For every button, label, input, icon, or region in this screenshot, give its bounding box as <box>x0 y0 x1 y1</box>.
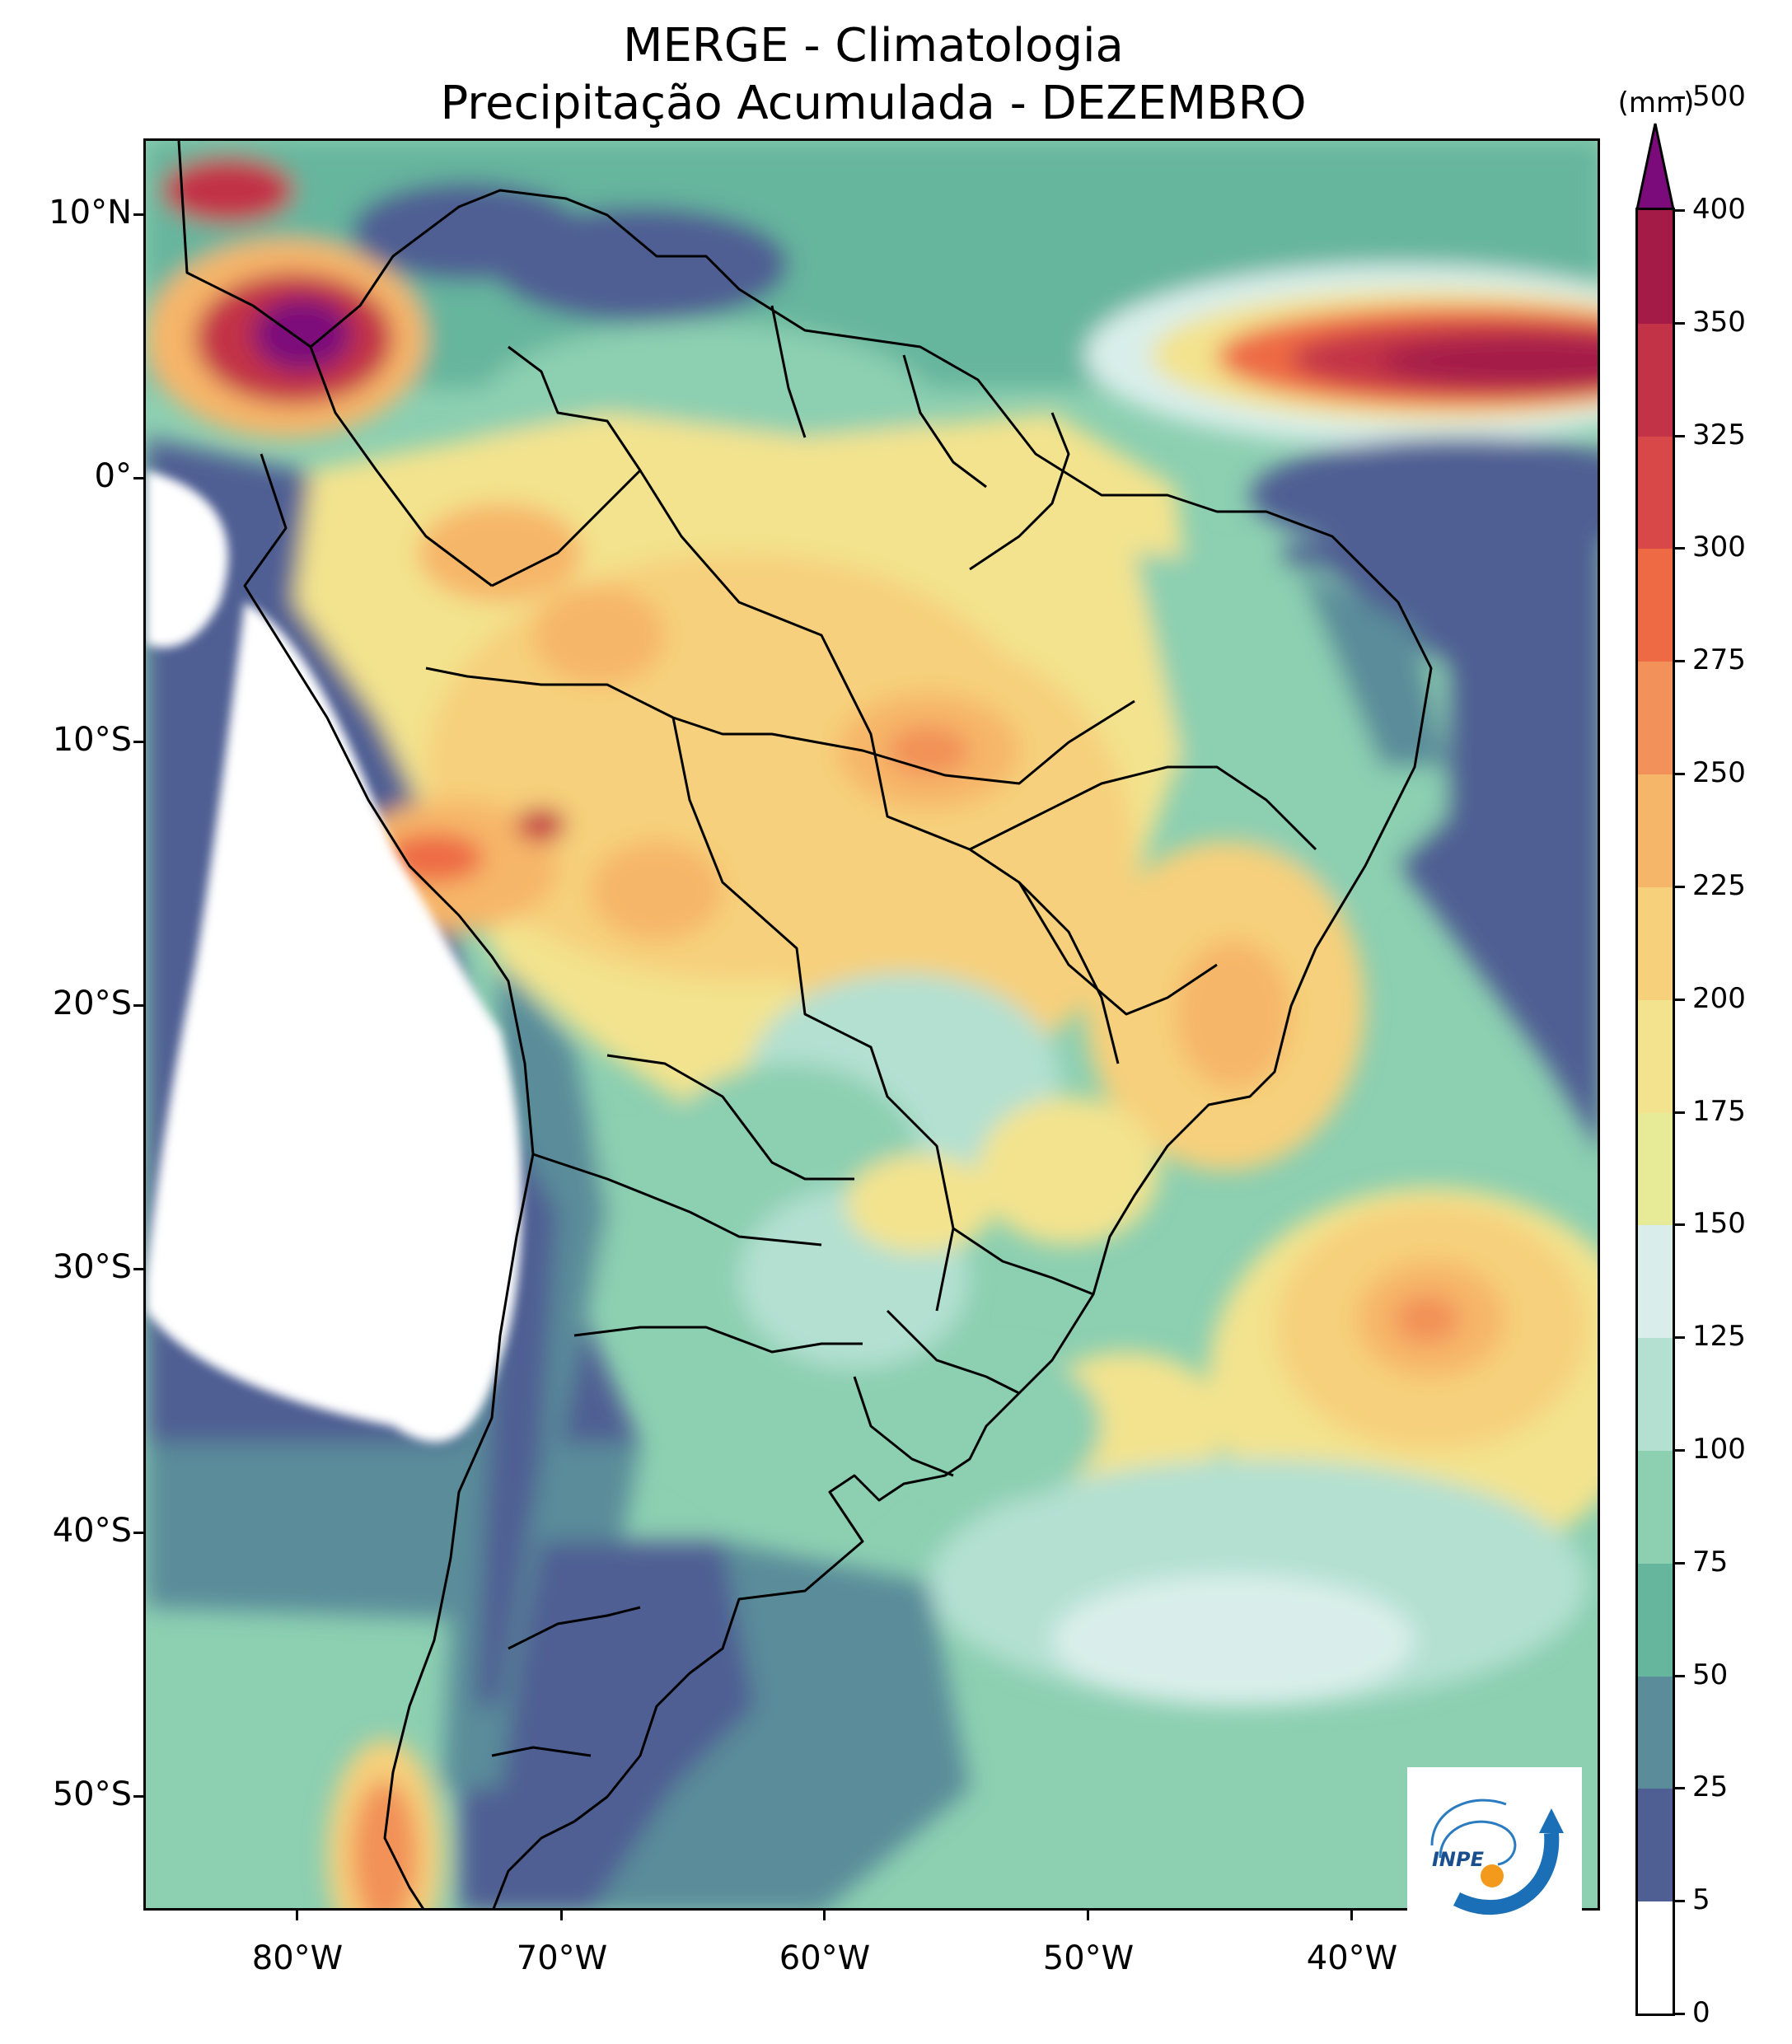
colorbar-tick <box>1675 321 1685 325</box>
lat-tick <box>133 1795 143 1798</box>
colorbar-segment <box>1638 435 1673 550</box>
lat-label-10s: 10°S <box>52 721 132 759</box>
chart-title-line1: MERGE - Climatologia <box>623 19 1124 72</box>
colorbar-segment <box>1638 1901 1673 2014</box>
colorbar-segment <box>1638 210 1673 324</box>
colorbar-segment <box>1638 548 1673 662</box>
colorbar-segment <box>1638 1224 1673 1339</box>
colorbar-tick <box>1675 434 1685 437</box>
colorbar-segment <box>1638 886 1673 1000</box>
colorbar-tick-label: 150 <box>1692 1207 1746 1241</box>
colorbar <box>1635 208 1675 2016</box>
lat-label-50s: 50°S <box>52 1775 132 1813</box>
colorbar-tick-label: 5 <box>1692 1883 1710 1917</box>
lon-label-60w: 60°W <box>779 1939 871 1977</box>
colorbar-segment <box>1638 661 1673 775</box>
lat-tick <box>133 741 143 743</box>
colorbar-tick-label: 500 <box>1692 80 1746 114</box>
colorbar-segment <box>1638 322 1673 437</box>
colorbar-tick <box>1675 1900 1685 1903</box>
colorbar-tick <box>1675 1111 1685 1114</box>
lat-label-10n: 10°N <box>49 194 132 232</box>
lon-tick <box>823 1911 826 1920</box>
colorbar-tick-label: 75 <box>1692 1545 1729 1579</box>
lon-label-40w: 40°W <box>1306 1939 1398 1977</box>
colorbar-tick-label: 325 <box>1692 418 1746 451</box>
colorbar-tick-label: 250 <box>1692 756 1746 790</box>
lat-tick <box>133 213 143 216</box>
dry-region-white <box>146 470 522 1443</box>
colorbar-tick <box>1675 660 1685 663</box>
lat-tick <box>133 1532 143 1534</box>
colorbar-tick <box>1675 1561 1685 1565</box>
colorbar-tick-label: 50 <box>1692 1658 1729 1691</box>
colorbar-segment <box>1638 774 1673 887</box>
coastlines-borders <box>177 141 1433 1908</box>
lon-label-50w: 50°W <box>1042 1939 1135 1977</box>
lon-tick <box>1087 1911 1089 1920</box>
colorbar-tick-label: 350 <box>1692 305 1746 339</box>
colorbar-tick <box>1675 96 1685 100</box>
colorbar-tick-label: 225 <box>1692 868 1746 902</box>
inpe-logo: INPE <box>1407 1767 1582 1937</box>
inpe-logo-icon: INPE <box>1430 1798 1564 1915</box>
lat-tick <box>133 1004 143 1007</box>
colorbar-tick <box>1675 2013 1685 2015</box>
colorbar-tick-label: 25 <box>1692 1770 1729 1804</box>
colorbar-tick-label: 200 <box>1692 981 1746 1015</box>
colorbar-segment <box>1638 999 1673 1113</box>
colorbar-tick <box>1675 209 1685 212</box>
colorbar-tick-label: 300 <box>1692 531 1746 564</box>
precipitation-map <box>143 138 1600 1911</box>
lat-label-0: 0° <box>94 457 132 495</box>
colorbar-segment <box>1638 1337 1673 1451</box>
colorbar-unit-label: (mm) <box>1617 87 1695 119</box>
colorbar-tick <box>1675 773 1685 776</box>
lat-tick <box>133 477 143 479</box>
lon-tick <box>560 1911 563 1920</box>
colorbar-tick <box>1675 1223 1685 1227</box>
colorbar-tick <box>1675 1787 1685 1790</box>
lon-label-80w: 80°W <box>251 1939 344 1977</box>
lat-label-40s: 40°S <box>52 1512 132 1550</box>
chart-title-line2: Precipitação Acumulada - DEZEMBRO <box>440 77 1307 130</box>
lat-tick <box>133 1268 143 1270</box>
lon-tick <box>296 1911 298 1920</box>
lon-label-70w: 70°W <box>516 1939 608 1977</box>
colorbar-tick <box>1675 1674 1685 1677</box>
colorbar-tick-label: 100 <box>1692 1432 1746 1466</box>
colorbar-tick <box>1675 1448 1685 1452</box>
colorbar-tick-label: 0 <box>1692 1996 1710 2029</box>
lon-tick <box>1350 1911 1353 1920</box>
colorbar-tick <box>1675 885 1685 888</box>
colorbar-tick <box>1675 1336 1685 1340</box>
colorbar-extend-arrow <box>1635 123 1675 211</box>
colorbar-tick-label: 400 <box>1692 193 1746 226</box>
lat-label-30s: 30°S <box>52 1248 132 1286</box>
colorbar-segment <box>1638 1449 1673 1564</box>
colorbar-segment <box>1638 1562 1673 1677</box>
colorbar-segment <box>1638 1788 1673 1902</box>
logo-text: INPE <box>1432 1848 1485 1871</box>
colorbar-tick-label: 125 <box>1692 1320 1746 1354</box>
colorbar-segment <box>1638 1111 1673 1226</box>
colorbar-tick <box>1675 998 1685 1001</box>
colorbar-tick <box>1675 547 1685 550</box>
map-canvas <box>146 141 1598 1908</box>
colorbar-tick-label: 175 <box>1692 1094 1746 1128</box>
lat-label-20s: 20°S <box>52 985 132 1022</box>
colorbar-segment <box>1638 1675 1673 1789</box>
colorbar-tick-label: 275 <box>1692 643 1746 677</box>
